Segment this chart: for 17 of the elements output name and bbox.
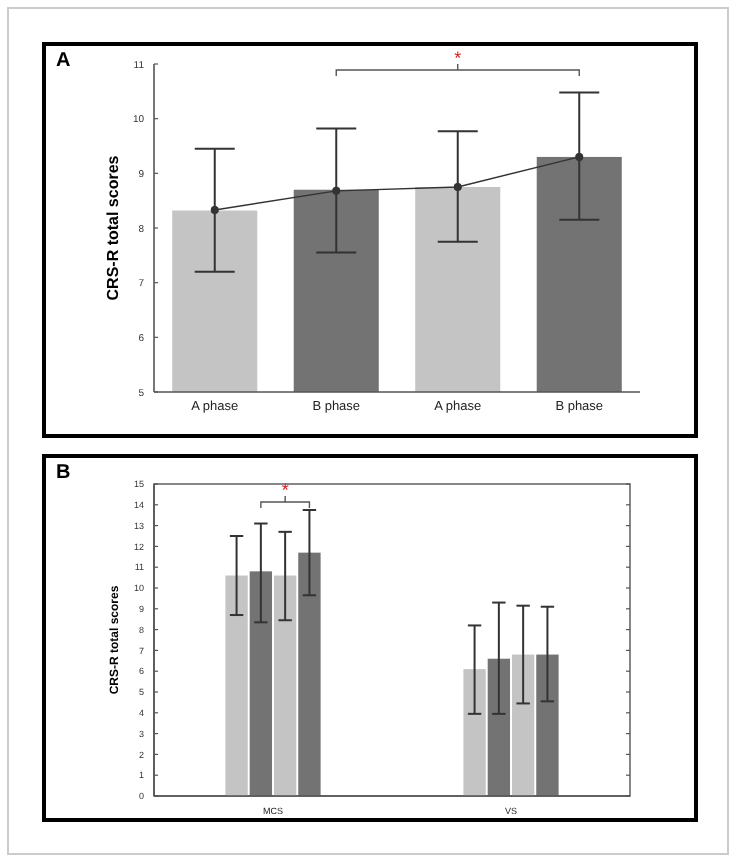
bar xyxy=(463,669,486,796)
point xyxy=(332,186,341,195)
annotation: * xyxy=(454,48,463,68)
annotation: * xyxy=(281,480,290,500)
bar xyxy=(273,575,297,796)
bar xyxy=(511,654,535,796)
point xyxy=(575,152,584,161)
bar xyxy=(536,654,559,796)
chart-title: A xyxy=(56,50,71,72)
bar xyxy=(298,552,321,796)
point xyxy=(210,205,219,214)
bar xyxy=(249,571,273,796)
chart-title: B xyxy=(56,462,71,484)
y-axis-title: CRS-R total scores xyxy=(104,154,122,301)
bar xyxy=(487,658,511,796)
point xyxy=(453,183,462,191)
bar xyxy=(225,575,248,796)
